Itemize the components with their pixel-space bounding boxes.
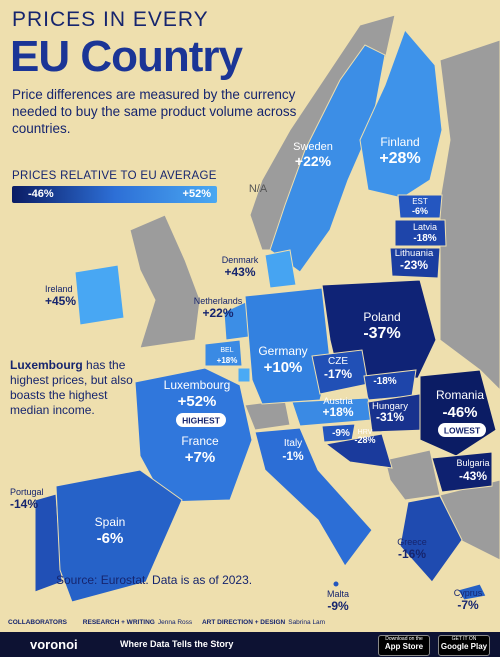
subtitle: Price differences are measured by the cu… (12, 87, 297, 136)
country-value: -18% (413, 233, 436, 244)
country-value: -23% (400, 258, 428, 272)
country-name: Greece (397, 537, 427, 547)
country-name: HRV (358, 429, 373, 436)
design-name: Sabrina Lam (288, 619, 326, 626)
country-labels: Sweden+22%Finland+28%EST-6%Latvia-18%Lit… (10, 135, 490, 613)
play-store-button[interactable]: GET IT ON Google Play (438, 635, 490, 656)
credits-label: COLLABORATORS (8, 619, 67, 626)
kicker: PRICES IN EVERY (12, 8, 209, 31)
eu-countries (34, 29, 497, 603)
legend-title: PRICES RELATIVE TO EU AVERAGE (12, 170, 217, 182)
country-name: Bulgaria (456, 458, 489, 468)
country-value: -9% (327, 599, 349, 613)
highest-badge (176, 413, 226, 427)
country-name: CZE (328, 356, 348, 367)
app-store-small: Download on the (385, 636, 423, 642)
country-name: Cyprus (454, 588, 483, 598)
na-label: N/A (249, 183, 268, 195)
lowest-label: LOWEST (444, 426, 481, 436)
lowest-badge (438, 423, 486, 437)
country-name: EST (412, 197, 428, 206)
country-name: Italy (284, 438, 302, 449)
app-store-text: App Store (384, 642, 424, 651)
country-value: -6% (412, 206, 428, 216)
country-name: France (181, 434, 219, 448)
country-name: Portugal (10, 487, 44, 497)
country-value: -17% (324, 367, 352, 381)
country-name: Spain (95, 515, 126, 529)
play-store-small: GET IT ON (451, 636, 477, 642)
non-eu-land (129, 14, 500, 561)
country-name: Germany (258, 344, 307, 358)
country-name: Malta (327, 589, 349, 599)
country-name: Lithuania (395, 248, 434, 259)
country-value: +18% (217, 356, 238, 365)
country-name: Poland (363, 310, 400, 324)
legend-min: -46% (28, 188, 54, 200)
country-name: Netherlands (194, 296, 243, 306)
tagline: Where Data Tells the Story (120, 639, 234, 649)
country-value: -46% (442, 404, 477, 421)
country-value: -9% (332, 428, 350, 439)
legend-max: +52% (182, 188, 211, 200)
country-value: -37% (363, 325, 400, 342)
country-value: +43% (224, 265, 255, 279)
source: Source: Eurostat. Data is as of 2023. (56, 573, 253, 587)
research-name: Jenna Ross (157, 619, 193, 626)
country-name: Denmark (222, 255, 259, 265)
credits: COLLABORATORS RESEARCH + WRITING Jenna Ro… (8, 619, 498, 626)
country-value: -1% (282, 449, 304, 463)
country-value: +18% (322, 405, 353, 419)
country-value: +7% (185, 449, 215, 466)
footer: voronoi Where Data Tells the Story Downl… (0, 632, 500, 657)
play-store-text: Google Play (440, 642, 488, 651)
brand: voronoi (30, 637, 78, 652)
research-role: RESEARCH + WRITING (82, 619, 155, 626)
country-value: +10% (264, 359, 303, 376)
country-name: Romania (436, 388, 484, 402)
country-value: -31% (376, 410, 404, 424)
country-value: -14% (10, 497, 38, 511)
country-value: -43% (459, 469, 487, 483)
country-name: Sweden (293, 141, 333, 153)
annotation-text: has the highest prices, but also boasts … (10, 358, 133, 417)
country-name: Austria (323, 396, 353, 407)
design-role: ART DIRECTION + DESIGN (201, 619, 286, 626)
title: EU Country (10, 32, 243, 81)
country-name: Latvia (413, 222, 437, 232)
app-store-button[interactable]: Download on the App Store (378, 635, 430, 656)
country-value: +45% (45, 294, 76, 308)
country-value: +28% (379, 150, 420, 167)
country-value: -7% (457, 598, 479, 612)
country-value: -28% (354, 435, 375, 445)
country-name: Finland (380, 135, 419, 149)
country-name: BEL (220, 347, 233, 354)
country-value: -18% (373, 376, 396, 387)
country-value: +22% (202, 306, 233, 320)
country-name: Luxembourg (164, 378, 231, 392)
country-name: Hungary (372, 401, 408, 412)
country-value: -16% (398, 547, 426, 561)
annotation: Luxembourg has the highest prices, but a… (10, 358, 150, 418)
country-value: +22% (295, 153, 332, 169)
legend-bar: -46% +52% (12, 186, 217, 203)
country-value: -6% (97, 530, 124, 547)
highest-label: HIGHEST (182, 416, 221, 426)
country-value: +52% (178, 393, 217, 410)
country-name: Ireland (45, 284, 73, 294)
annotation-bold: Luxembourg (10, 358, 83, 372)
